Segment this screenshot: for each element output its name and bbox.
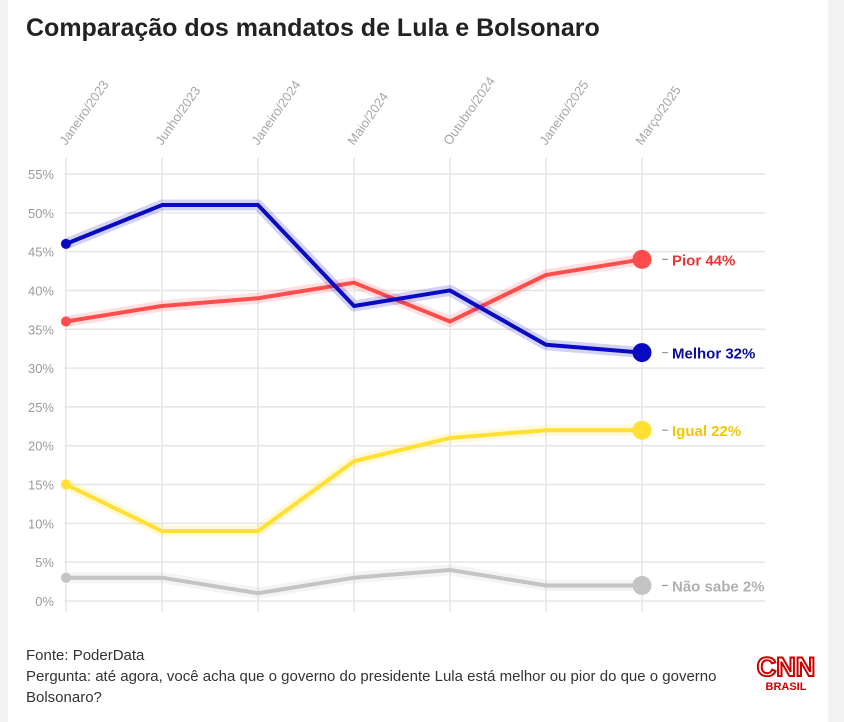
series-end-point-Igual (632, 420, 652, 440)
series-end-label-Melhor: Melhor 32% (672, 346, 755, 363)
source-text: Fonte: PoderData (26, 647, 145, 664)
x-tick-label: Março/2025 (632, 83, 684, 148)
x-tick-label: Outubro/2024 (440, 74, 498, 148)
x-tick-label: Maio/2024 (344, 89, 391, 147)
cnn-brasil-logo: CNN BRASIL (756, 652, 817, 692)
series-end-label-Não sabe: Não sabe 2% (672, 578, 765, 595)
x-tick-label: Junho/2023 (152, 83, 203, 147)
y-tick-label: 25% (28, 400, 54, 415)
logo-brasil-text: BRASIL (766, 681, 807, 692)
y-tick-label: 55% (28, 167, 54, 182)
series-start-point-Igual (61, 479, 71, 490)
y-tick-label: 45% (28, 245, 54, 260)
logo-cnn-text: CNN (757, 652, 816, 682)
y-tick-label: 20% (28, 439, 54, 454)
series-start-point-Pior (61, 316, 71, 327)
line-chart: 0% 5% 10% 15% 20% 25% 30% 35% 40% 45% 50% 55% Janeir… (28, 74, 765, 612)
y-tick-label: 0% (35, 594, 54, 609)
series-line-Melhor (64, 203, 644, 355)
x-tick-label: Janeiro/2025 (536, 78, 591, 148)
series-line-Igual (64, 428, 644, 534)
series-end-point-Não sabe (632, 575, 652, 595)
chart-card: Comparação dos mandatos de Lula e Bolson… (8, 0, 828, 722)
question-text: Pergunta: até agora, você acha que o gov… (26, 668, 717, 706)
x-tick-label: Janeiro/2024 (248, 78, 303, 148)
y-tick-label: 50% (28, 206, 54, 221)
x-tick-label: Janeiro/2023 (56, 78, 111, 148)
series-start-point-Não sabe (61, 572, 71, 583)
y-tick-label: 30% (28, 361, 54, 376)
series-end-point-Melhor (632, 343, 652, 363)
series-line-Pior (64, 257, 644, 324)
series-line-Não sabe (64, 567, 644, 596)
y-tick-label: 15% (28, 478, 54, 493)
y-tick-label: 10% (28, 516, 54, 531)
series-end-point-Pior (632, 249, 652, 269)
series-start-point-Melhor (61, 238, 71, 249)
y-tick-label: 40% (28, 283, 54, 298)
chart-title: Comparação dos mandatos de Lula e Bolson… (26, 14, 600, 42)
y-tick-label: 5% (35, 555, 54, 570)
chart-footer: Fonte: PoderData Pergunta: até agora, vo… (26, 645, 726, 708)
series-end-label-Igual: Igual 22% (672, 423, 741, 440)
y-tick-label: 35% (28, 322, 54, 337)
series-end-label-Pior: Pior 44% (672, 252, 735, 269)
